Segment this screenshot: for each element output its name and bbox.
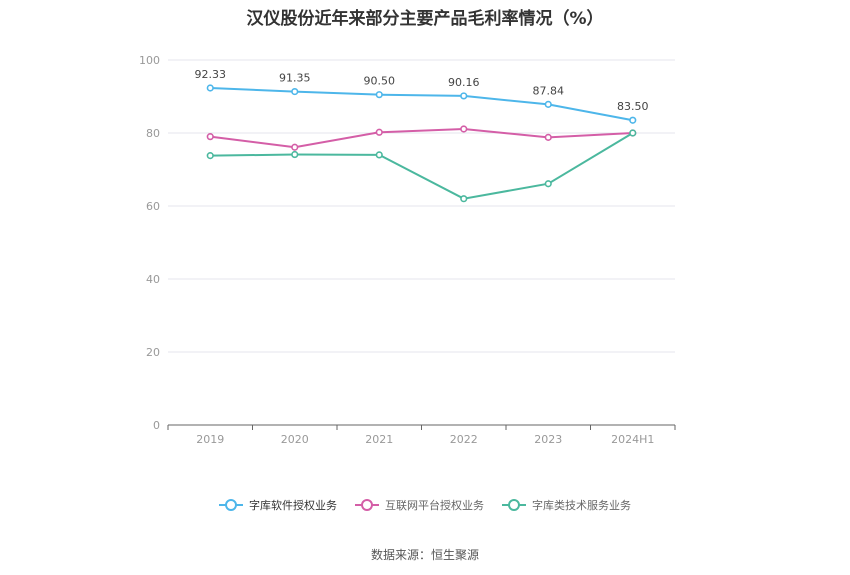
legend-item-0[interactable]: 字库软件授权业务 bbox=[219, 497, 337, 513]
y-tick-label-0: 0 bbox=[153, 419, 160, 432]
legend-label-2: 字库类技术服务业务 bbox=[532, 499, 631, 512]
legend-marker-0 bbox=[219, 499, 243, 511]
data-point-1-1 bbox=[291, 143, 299, 151]
data-source: 数据来源：恒生聚源 bbox=[370, 548, 479, 562]
x-tick-label-2020: 2020 bbox=[281, 433, 309, 446]
series-line-1 bbox=[210, 127, 633, 149]
y-tick-label-20: 20 bbox=[146, 346, 160, 359]
y-tick-label-100: 100 bbox=[139, 54, 160, 67]
data-point-1-0 bbox=[206, 133, 214, 141]
y-tick-label-80: 80 bbox=[146, 127, 160, 140]
x-axis: 2019 2020 2021 2022 2023 2024H1 bbox=[167, 424, 676, 446]
x-tick-label-2019: 2019 bbox=[196, 433, 224, 446]
data-point-0-1 bbox=[291, 87, 299, 96]
legend-label-1: 互联网平台授权业务 bbox=[385, 499, 484, 512]
legend: 字库软件授权业务 互联网平台授权业务 字库类技术服务业务 bbox=[0, 497, 850, 513]
data-point-1-3 bbox=[460, 125, 468, 133]
data-point-0-0 bbox=[206, 84, 214, 92]
data-labels: 92.33 91.35 90.50 90.16 87.84 83.50 bbox=[195, 68, 649, 113]
data-point-2-0 bbox=[206, 152, 214, 160]
data-label-0-5: 83.50 bbox=[617, 100, 649, 113]
legend-item-1[interactable]: 互联网平台授权业务 bbox=[355, 497, 484, 513]
data-point-2-3 bbox=[460, 195, 468, 203]
data-point-2-4 bbox=[544, 180, 552, 188]
series-line-0 bbox=[210, 86, 633, 122]
data-point-1-2 bbox=[375, 128, 383, 136]
data-point-0-4 bbox=[544, 100, 552, 108]
x-tick-label-2023: 2023 bbox=[534, 433, 562, 446]
x-tick-label-2024H1: 2024H1 bbox=[611, 433, 654, 446]
legend-item-2[interactable]: 字库类技术服务业务 bbox=[502, 497, 631, 513]
series-lines bbox=[206, 84, 637, 203]
data-point-2-1 bbox=[291, 150, 299, 159]
data-label-0-1: 91.35 bbox=[279, 72, 311, 85]
x-tick-label-2022: 2022 bbox=[450, 433, 478, 446]
data-label-0-3: 90.16 bbox=[448, 76, 480, 89]
data-point-0-3 bbox=[460, 92, 468, 100]
series-line-2 bbox=[210, 132, 634, 200]
data-point-0-5 bbox=[629, 116, 637, 124]
data-label-0-0: 92.33 bbox=[195, 68, 227, 81]
legend-marker-2 bbox=[502, 499, 526, 511]
y-tick-label-40: 40 bbox=[146, 273, 160, 286]
data-point-0-2 bbox=[375, 91, 383, 99]
x-tick-label-2021: 2021 bbox=[365, 433, 393, 446]
data-label-0-4: 87.84 bbox=[533, 84, 565, 97]
data-point-1-4 bbox=[544, 133, 552, 141]
data-point-2-2 bbox=[375, 151, 383, 159]
data-point-2-5 bbox=[629, 129, 637, 137]
y-tick-label-60: 60 bbox=[146, 200, 160, 213]
legend-label-0: 字库软件授权业务 bbox=[249, 499, 337, 512]
data-label-0-2: 90.50 bbox=[364, 75, 396, 88]
chart-title: 汉仪股份近年来部分主要产品毛利率情况（%） bbox=[246, 9, 604, 29]
y-axis-ticks: 0 20 40 60 80 100 bbox=[139, 54, 160, 432]
grid-lines bbox=[168, 59, 675, 353]
legend-marker-1 bbox=[355, 499, 379, 511]
